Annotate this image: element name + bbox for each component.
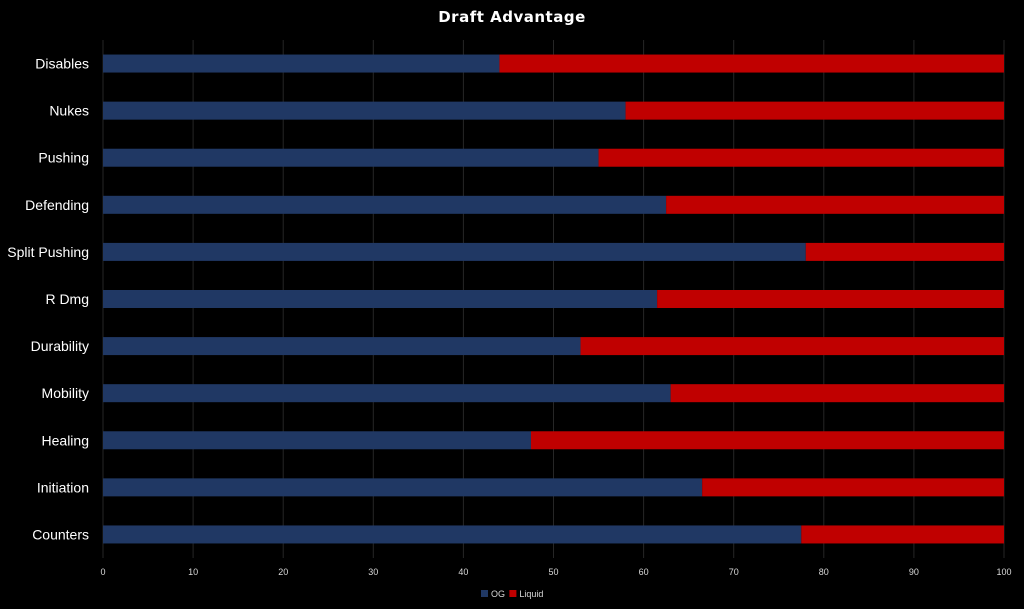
legend-swatch-liquid — [509, 590, 517, 597]
bar-og-healing — [103, 431, 531, 450]
x-tick-label: 80 — [819, 567, 829, 577]
category-label: Initiation — [37, 479, 89, 495]
x-tick-label: 70 — [729, 567, 739, 577]
bar-liquid-healing — [530, 431, 1004, 450]
legend: OG Liquid — [481, 589, 543, 599]
category-label: Defending — [25, 197, 89, 213]
x-tick-label: 50 — [548, 567, 558, 577]
bars — [103, 54, 1004, 544]
bar-og-durability — [103, 337, 581, 356]
category-label: Disables — [35, 56, 89, 72]
x-tick-label: 30 — [368, 567, 378, 577]
x-tick-label: 10 — [188, 567, 198, 577]
category-label: Healing — [42, 432, 89, 448]
bar-liquid-counters — [801, 525, 1004, 544]
bar-liquid-r-dmg — [657, 290, 1004, 308]
bar-liquid-nukes — [625, 101, 1004, 120]
legend-label-liquid: Liquid — [519, 589, 543, 599]
bar-og-r-dmg — [103, 290, 658, 308]
category-label: Durability — [31, 338, 89, 354]
bar-liquid-split-pushing — [805, 242, 1004, 261]
x-tick-label: 20 — [278, 567, 288, 577]
legend-swatch-og — [481, 590, 488, 597]
chart-title: Draft Advantage — [438, 8, 586, 26]
bar-liquid-pushing — [598, 148, 1004, 167]
bar-liquid-durability — [580, 337, 1004, 356]
bar-og-mobility — [103, 384, 671, 403]
category-label: Counters — [32, 526, 89, 542]
bar-liquid-defending — [666, 195, 1004, 214]
bar-og-nukes — [103, 101, 626, 120]
x-tick-label: 90 — [909, 567, 919, 577]
bar-og-split-pushing — [103, 242, 806, 261]
legend-label-og: OG — [491, 589, 505, 599]
bar-og-counters — [103, 525, 802, 544]
bar-og-initiation — [103, 478, 703, 497]
bar-og-disables — [103, 54, 500, 73]
bar-liquid-initiation — [702, 478, 1004, 497]
x-tick-label: 100 — [996, 567, 1011, 577]
bar-liquid-mobility — [670, 384, 1004, 403]
bar-og-pushing — [103, 148, 599, 167]
category-label: R Dmg — [45, 291, 89, 307]
x-tick-label: 60 — [639, 567, 649, 577]
category-label: Mobility — [42, 385, 89, 401]
x-tick-label: 0 — [100, 567, 105, 577]
category-label: Nukes — [49, 103, 89, 119]
category-labels: Disables Nukes Pushing Defending Split Pushi… — [7, 56, 89, 543]
bar-og-defending — [103, 195, 667, 214]
bar-liquid-disables — [499, 54, 1004, 73]
category-label: Split Pushing — [7, 244, 89, 260]
category-label: Pushing — [38, 150, 89, 166]
x-tick-labels: 0 10 20 30 40 50 60 70 80 90 100 — [100, 567, 1011, 577]
x-tick-label: 40 — [458, 567, 468, 577]
